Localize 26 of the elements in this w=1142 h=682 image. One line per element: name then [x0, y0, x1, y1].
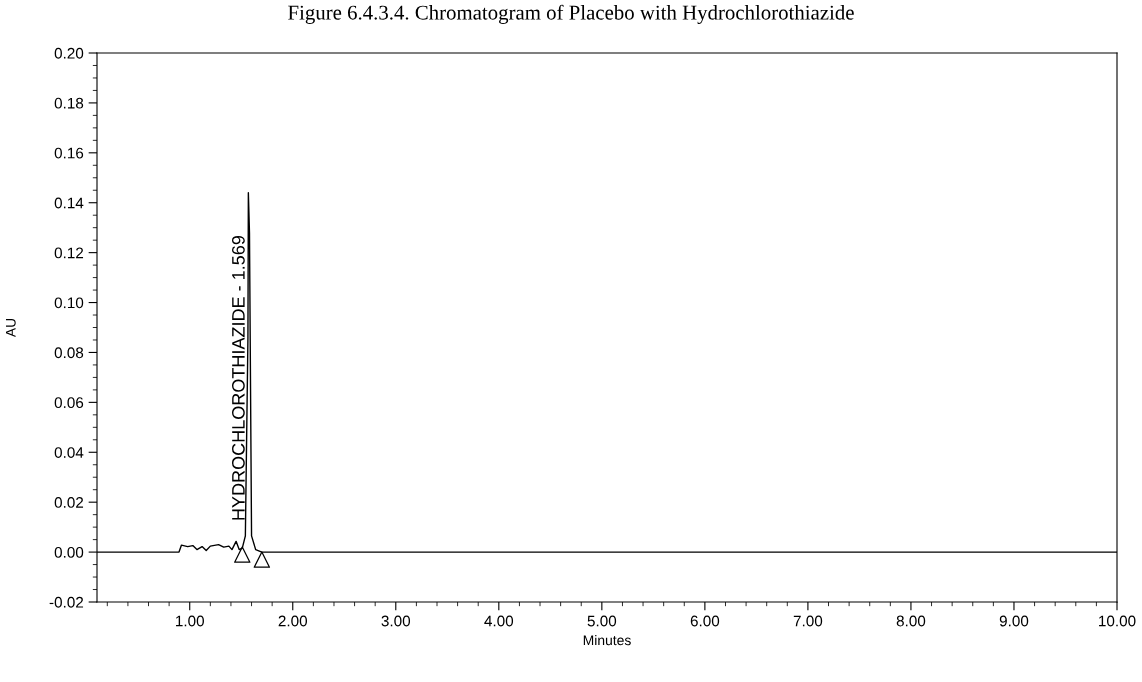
y-tick-label: 0.12: [54, 247, 84, 259]
y-axis-title: AU: [5, 318, 16, 338]
y-tick-label: 0.16: [54, 147, 84, 159]
x-axis-title: Minutes: [583, 634, 631, 646]
x-tick-label: 10.00: [1099, 615, 1136, 627]
chart-title: Figure 6.4.3.4. Chromatogram of Placebo with Hydrochlorothiazide: [288, 4, 854, 24]
x-tick-label: 1.00: [176, 615, 204, 627]
y-tick-label: 0.14: [54, 197, 84, 209]
annotation: HYDROCHLOROTHIAZIDE - 1.569: [232, 236, 245, 520]
y-tick-label: -0.02: [49, 596, 84, 608]
x-tick-label: 9.00: [999, 615, 1029, 627]
x-tick-label: 3.00: [381, 615, 411, 627]
y-tick-label: 0.18: [54, 97, 84, 109]
x-tick-label: 7.00: [793, 615, 823, 627]
y-tick-label: 0.08: [54, 347, 84, 359]
y-tick-label: 0.04: [54, 447, 84, 458]
y-tick-label: 0.06: [54, 397, 84, 409]
x-tick-label: 6.00: [690, 615, 720, 627]
y-tick-label: 0.00: [54, 546, 84, 558]
x-tick-label: 8.00: [896, 615, 926, 627]
x-tick-label: 5.00: [587, 615, 617, 627]
x-tick-label: 2.00: [278, 615, 308, 627]
x-tick-label: 4.00: [484, 615, 514, 627]
y-tick-label: 0.20: [54, 47, 84, 59]
y-tick-label: 0.02: [54, 497, 84, 508]
y-tick-label: 0.10: [54, 297, 84, 309]
